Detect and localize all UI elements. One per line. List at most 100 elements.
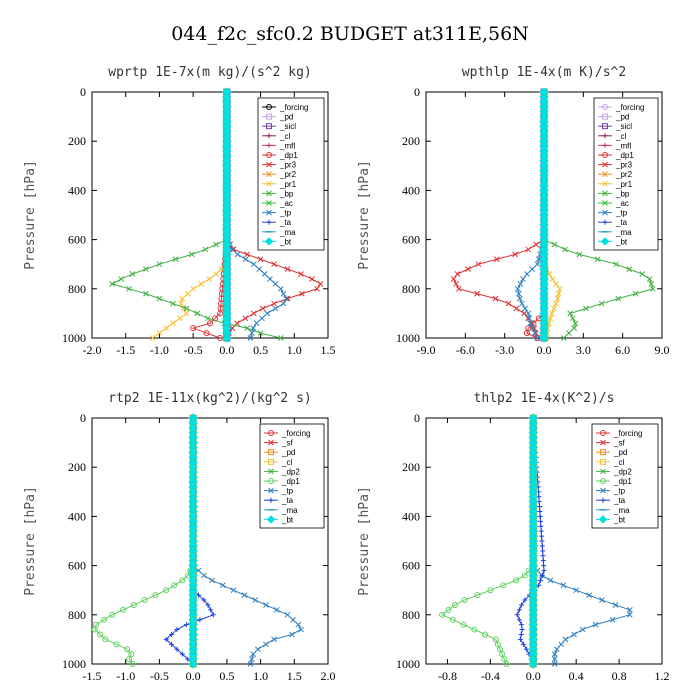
legend-swatch-marker xyxy=(602,171,608,178)
data-point xyxy=(91,626,98,633)
legend-swatch-marker xyxy=(600,468,606,475)
data-point xyxy=(252,597,259,603)
legend-entry: _pr3 xyxy=(615,161,633,170)
legend-swatch-marker xyxy=(266,180,272,187)
data-point xyxy=(533,241,539,248)
data-point xyxy=(179,651,185,657)
legend-entry: _ac xyxy=(615,199,629,208)
data-point xyxy=(206,276,213,282)
data-point xyxy=(449,616,456,623)
data-point xyxy=(290,616,296,623)
data-point xyxy=(261,271,268,277)
y-tick-label: 800 xyxy=(68,282,86,296)
data-point xyxy=(271,261,277,268)
data-point xyxy=(250,261,257,268)
data-point xyxy=(126,285,132,292)
data-point xyxy=(499,651,506,658)
data-point xyxy=(174,627,180,633)
data-point xyxy=(612,602,619,608)
data-point xyxy=(562,636,569,643)
data-point xyxy=(579,626,586,633)
legend-entry: _forcing xyxy=(281,429,310,438)
panel-title: rtp2 1E-11x(kg^2)/(kg^2 s) xyxy=(108,391,312,406)
legend-entry: _ta xyxy=(615,218,628,227)
legend-swatch-marker xyxy=(600,487,606,494)
data-point xyxy=(234,251,241,258)
data-point xyxy=(109,281,116,287)
legend-entry: _ma xyxy=(615,228,632,237)
legend-entry: _tp xyxy=(281,487,294,496)
data-point xyxy=(513,305,520,312)
legend-entry: _ta xyxy=(613,496,626,505)
x-tick-label: 1.5 xyxy=(287,669,302,683)
data-point xyxy=(465,266,471,272)
legend-entry: _bt xyxy=(613,515,626,524)
legend-swatch-marker xyxy=(600,449,606,456)
data-point xyxy=(244,325,250,332)
data-point xyxy=(531,330,538,336)
data-point xyxy=(547,577,554,584)
data-point xyxy=(299,290,305,297)
data-point xyxy=(539,533,545,539)
data-point xyxy=(453,281,460,287)
data-point xyxy=(190,325,197,332)
y-tick-label: 400 xyxy=(402,509,420,523)
data-point xyxy=(551,651,558,658)
data-point xyxy=(283,295,290,302)
data-point xyxy=(522,305,528,312)
data-point xyxy=(257,256,264,263)
data-point xyxy=(549,310,555,317)
legend-entry: _bp xyxy=(279,189,294,198)
data-point xyxy=(188,251,195,258)
data-point xyxy=(505,300,512,307)
data-point xyxy=(118,276,125,282)
legend-swatch-marker xyxy=(602,142,608,148)
data-point xyxy=(549,276,556,282)
data-point xyxy=(522,597,528,603)
data-point xyxy=(208,607,214,613)
data-point xyxy=(188,659,198,669)
data-point xyxy=(592,621,599,628)
data-point xyxy=(497,646,504,653)
data-point xyxy=(156,295,163,302)
data-point xyxy=(541,563,547,569)
data-point xyxy=(518,602,524,608)
data-point xyxy=(450,276,457,282)
data-point xyxy=(519,627,525,633)
data-point xyxy=(170,320,176,327)
legend-entry: _dp1 xyxy=(613,477,632,486)
data-point xyxy=(213,271,219,277)
legend-entry: _cl xyxy=(615,132,626,141)
legend-entry: _sicl xyxy=(279,122,296,131)
series_bt xyxy=(528,413,538,669)
data-point xyxy=(539,572,545,578)
data-point xyxy=(439,611,446,618)
data-point xyxy=(250,325,257,332)
x-tick-label: -3.0 xyxy=(495,343,514,357)
data-point xyxy=(554,295,561,302)
data-point xyxy=(209,577,215,584)
data-point xyxy=(183,622,189,628)
data-point xyxy=(284,611,291,618)
data-point xyxy=(519,300,525,307)
data-point xyxy=(517,281,524,287)
legend-swatch-marker xyxy=(600,439,606,446)
data-point xyxy=(534,261,541,268)
y-tick-label: 1000 xyxy=(62,331,86,345)
panel-title: wprtp 1E-7x(m kg)/(s^2 kg) xyxy=(108,65,312,80)
data-point xyxy=(572,320,579,327)
data-point xyxy=(190,285,196,292)
y-tick-label: 1000 xyxy=(62,657,86,671)
data-point xyxy=(551,305,557,312)
legend-entry: _ma xyxy=(279,228,296,237)
data-point xyxy=(152,592,159,599)
legend-swatch-marker xyxy=(602,180,608,187)
data-point xyxy=(540,548,546,554)
data-point xyxy=(492,636,499,643)
x-tick-label: 1.0 xyxy=(253,669,268,683)
data-point xyxy=(219,582,226,589)
series_bt xyxy=(188,413,198,669)
legend-entry: _pd xyxy=(279,113,293,122)
y-tick-label: 600 xyxy=(68,559,86,573)
legend-entry: _dp1 xyxy=(279,151,298,160)
